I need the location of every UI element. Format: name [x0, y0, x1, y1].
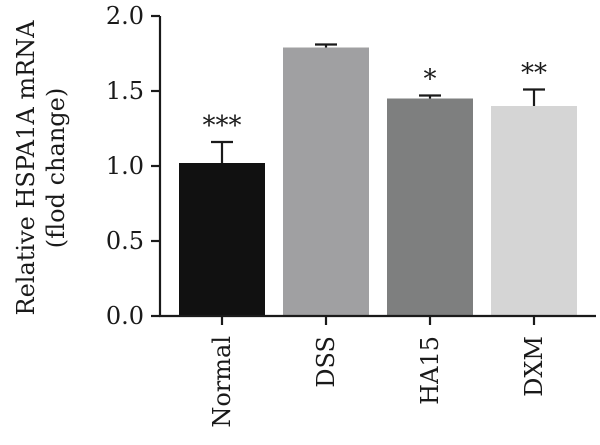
- y-tick-label: 0.0: [106, 302, 144, 330]
- y-axis-title-line2: (flod change): [42, 88, 70, 248]
- x-axis-ticks: Normal DSS HA15 DXM: [208, 316, 548, 428]
- bar-dss: [283, 47, 369, 316]
- bar-normal: [179, 163, 265, 316]
- y-tick-label: 0.5: [106, 227, 144, 255]
- bar-ha15: [387, 98, 473, 316]
- x-tick-label: HA15: [416, 336, 444, 405]
- y-axis-ticks: 0.0 0.5 1.0 1.5 2.0: [106, 2, 160, 330]
- x-tick-label: DXM: [520, 336, 548, 397]
- y-tick-label: 1.0: [106, 152, 144, 180]
- bar-dxm: [491, 106, 577, 316]
- significance-label: *: [424, 65, 437, 95]
- y-tick-label: 1.5: [106, 77, 144, 105]
- significance-label: ***: [203, 111, 242, 141]
- y-axis-title-line1: Relative HSPA1A mRNA: [12, 20, 40, 316]
- y-axis-title: Relative HSPA1A mRNA (flod change): [12, 20, 70, 316]
- significance-label: **: [521, 59, 547, 89]
- x-tick-label: Normal: [208, 336, 236, 428]
- x-tick-label: DSS: [312, 336, 340, 388]
- bars: **** **: [179, 43, 577, 316]
- y-tick-label: 2.0: [106, 2, 144, 30]
